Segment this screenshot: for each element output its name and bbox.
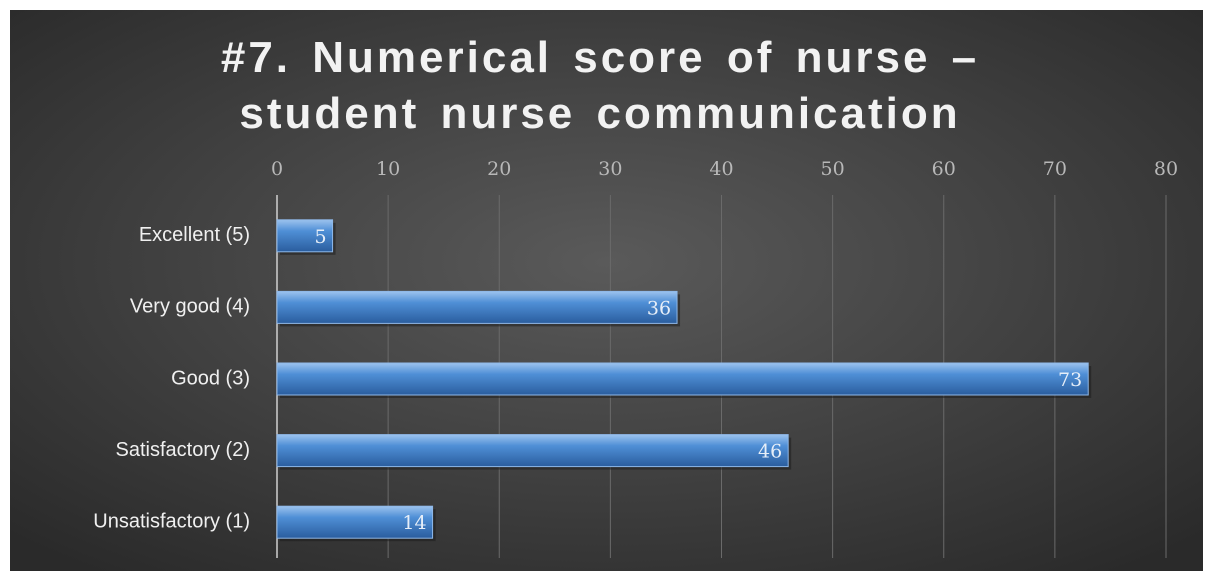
data-label: 73 xyxy=(1058,369,1082,391)
data-label: 46 xyxy=(758,441,782,463)
y-tick-label: Unsatisfactory (1) xyxy=(93,510,250,532)
x-tick-label: 70 xyxy=(1043,158,1067,180)
x-tick-label: 40 xyxy=(709,158,733,180)
x-tick-label: 0 xyxy=(271,158,283,180)
y-tick-label: Excellent (5) xyxy=(139,224,250,246)
bar xyxy=(276,362,1089,396)
bar xyxy=(276,290,678,324)
x-tick-label: 30 xyxy=(598,158,622,180)
background xyxy=(10,10,1203,571)
x-tick-label: 50 xyxy=(821,158,845,180)
x-tick-label: 10 xyxy=(376,158,400,180)
y-tick-label: Good (3) xyxy=(171,367,250,389)
y-tick-label: Very good (4) xyxy=(130,296,250,318)
bar xyxy=(276,434,789,468)
x-tick-label: 60 xyxy=(932,158,956,180)
y-tick-label: Satisfactory (2) xyxy=(116,439,250,461)
x-tick-label: 20 xyxy=(487,158,511,180)
bar xyxy=(276,505,434,539)
data-label: 36 xyxy=(647,297,671,319)
data-label: 5 xyxy=(314,226,326,248)
data-label: 14 xyxy=(402,512,426,534)
bar xyxy=(276,219,334,253)
chart-title: #7. Numerical score of nurse – student n… xyxy=(220,33,980,138)
x-tick-label: 80 xyxy=(1154,158,1178,180)
